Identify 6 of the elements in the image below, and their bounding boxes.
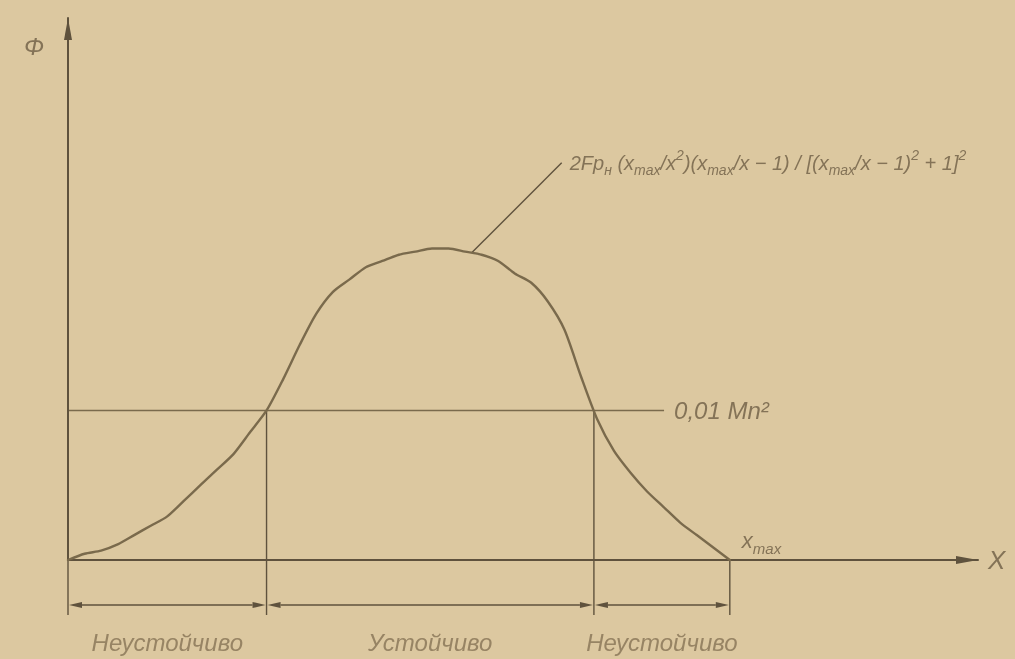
text: Φ	[23, 32, 44, 60]
text: Устойчиво	[367, 628, 493, 656]
text: Неустойчиво	[91, 628, 243, 656]
ref-line-label: 0,01 Mn²	[674, 396, 770, 424]
x-axis-title: X	[987, 545, 1007, 575]
text: Неустойчиво	[586, 628, 738, 656]
